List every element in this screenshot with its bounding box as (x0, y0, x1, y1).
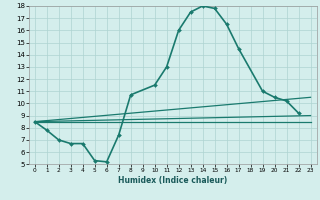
X-axis label: Humidex (Indice chaleur): Humidex (Indice chaleur) (118, 176, 227, 185)
